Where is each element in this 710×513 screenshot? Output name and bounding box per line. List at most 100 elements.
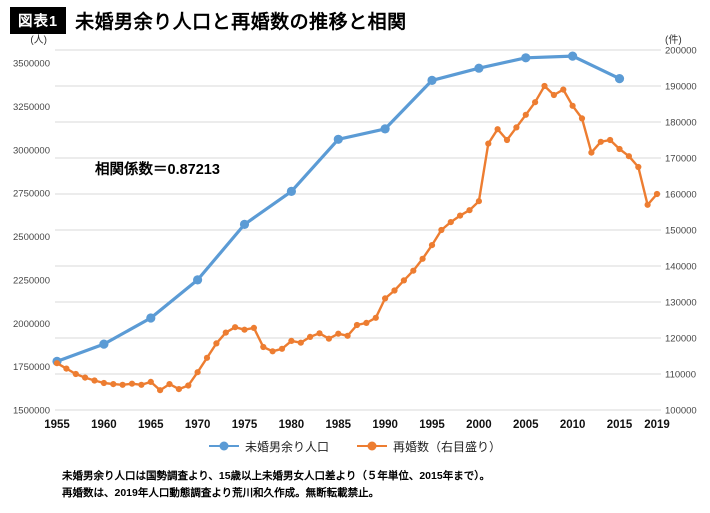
remarriage-count-point (513, 124, 520, 131)
right-axis-tick-label: 100000 (665, 406, 697, 417)
unmarried-men-surplus-point (614, 74, 625, 84)
right-axis-tick-label: 130000 (665, 298, 697, 309)
remarriage-count-point (391, 287, 398, 294)
chart-canvas: (人) (件) 1500000 1750000 2000000 2250000 2500… (13, 34, 697, 431)
remarriage-count-point (447, 219, 454, 226)
remarriage-count-point (203, 354, 211, 361)
remarriage-count-point (119, 381, 126, 388)
remarriage-count-point (63, 365, 70, 372)
remarriage-count-point (410, 267, 417, 274)
remarriage-count-point (185, 382, 192, 389)
right-axis-tick-label: 170000 (665, 154, 697, 165)
figure-label-badge: 図表1 (10, 6, 67, 34)
right-axis-tick-label: 190000 (665, 82, 697, 93)
remarriage-count-point (297, 339, 304, 346)
remarriage-count-point (541, 82, 548, 90)
remarriage-count-point (485, 140, 492, 147)
x-axis-tick-label: 2000 (466, 419, 492, 431)
remarriage-count-point (550, 91, 558, 99)
remarriage-count-point (166, 381, 173, 388)
unmarried-men-surplus-point (568, 51, 578, 61)
remarriage-count-point (560, 86, 567, 93)
remarriage-count-point (260, 343, 267, 351)
chart-legend: 未婚男余り人口 再婚数（右目盛り） (0, 434, 710, 458)
remarriage-count-point (278, 345, 286, 352)
remarriage-count-point (475, 198, 482, 205)
legend-label-remarriage-count: 再婚数（右目盛り） (393, 439, 502, 454)
remarriage-count-point (307, 333, 314, 340)
x-axis-tick-label: 1990 (372, 419, 398, 431)
x-axis-tick-label: 1970 (185, 419, 211, 431)
unmarried-men-surplus-point (193, 275, 203, 285)
right-axis-tick-label: 120000 (665, 334, 697, 345)
remarriage-count-point (316, 330, 323, 337)
footnote-line-1: 未婚男余り人口は国勢調査より、15歳以上未婚男女人口差より（５年単位、2015年… (62, 470, 490, 482)
legend-item-unmarried-men-surplus: 未婚男余り人口 (208, 438, 329, 455)
remarriage-count-point (91, 377, 98, 384)
left-axis-tick-label: 2500000 (13, 232, 50, 243)
unmarried-men-surplus-point (239, 219, 250, 229)
right-axis-tick-label: 180000 (665, 118, 697, 129)
x-axis-tick-label: 1985 (325, 419, 351, 431)
unmarried-men-surplus-point (333, 134, 343, 144)
page-title: 未婚男余り人口と再婚数の推移と相関 (75, 11, 407, 33)
remarriage-count-point (419, 255, 426, 262)
remarriage-count-point (344, 332, 351, 339)
remarriage-count-point (138, 381, 145, 388)
x-axis-tick-label: 1975 (232, 419, 258, 431)
remarriage-count-point (241, 326, 248, 333)
x-axis-tick-label: 1965 (138, 419, 164, 431)
legend-marker-blue-dot-icon (219, 441, 229, 451)
left-axis-tick-label: 2000000 (13, 319, 50, 330)
remarriage-count-point (72, 370, 79, 378)
remarriage-count-point (400, 277, 407, 284)
x-axis-tick-label: 2005 (513, 419, 539, 431)
remarriage-count-point (382, 295, 389, 302)
remarriage-count-point (372, 314, 379, 321)
legend-item-remarriage-count: 再婚数（右目盛り） (357, 438, 501, 455)
remarriage-count-point (597, 138, 604, 145)
remarriage-count-point (616, 145, 623, 153)
right-axis-unit: (件) (665, 34, 682, 46)
unmarried-men-surplus-point (521, 53, 531, 63)
x-axis-tick-label: 1955 (44, 419, 70, 431)
remarriage-count-point (653, 190, 661, 198)
remarriage-count-point (363, 319, 370, 326)
left-axis-tick-label: 3000000 (13, 145, 50, 156)
remarriage-count-point (288, 337, 295, 344)
remarriage-count-point (635, 163, 642, 171)
left-axis-tick-label: 2750000 (13, 189, 50, 200)
remarriage-count-point (82, 374, 89, 381)
footnote-line-2: 再婚数は、2019年人口動態調査より荒川和久作成。無断転載禁止。 (62, 486, 380, 499)
unmarried-men-surplus-point (474, 63, 484, 73)
remarriage-count-point (157, 387, 164, 394)
remarriage-count-point (428, 242, 436, 249)
remarriage-count-point (269, 348, 276, 355)
remarriage-count-point (147, 378, 154, 385)
right-axis-tick-label: 150000 (665, 226, 697, 237)
remarriage-count-line (55, 84, 659, 392)
remarriage-count-point (213, 340, 220, 347)
remarriage-count-point (438, 226, 445, 234)
left-axis-tick-label: 1500000 (13, 406, 50, 417)
remarriage-count-point (625, 153, 633, 160)
unmarried-men-surplus-point (380, 124, 390, 134)
x-axis-tick-label: 2019 (644, 419, 670, 431)
unmarried-men-surplus-point (427, 75, 437, 85)
remarriage-count-point (588, 149, 595, 156)
left-axis-tick-label: 3250000 (13, 102, 50, 113)
right-axis-tick-label: 160000 (665, 190, 697, 201)
unmarried-men-surplus-point (286, 186, 296, 196)
remarriage-count-point (194, 369, 201, 376)
right-axis-tick-label: 200000 (665, 46, 697, 57)
x-axis-tick-label: 1995 (419, 419, 445, 431)
remarriage-count-point (110, 381, 117, 388)
legend-marker-blue-line-icon (208, 441, 239, 451)
remarriage-count-point (232, 324, 239, 331)
remarriage-count-point (578, 115, 586, 122)
footnote: 未婚男余り人口は国勢調査より、15歳以上未婚男女人口差より（５年単位、2015年… (0, 458, 710, 502)
legend-label-unmarried-men-surplus: 未婚男余り人口 (244, 439, 329, 454)
legend-marker-orange-dot-icon (367, 441, 377, 451)
remarriage-count-point (353, 321, 361, 329)
unmarried-men-surplus-point (99, 339, 109, 349)
